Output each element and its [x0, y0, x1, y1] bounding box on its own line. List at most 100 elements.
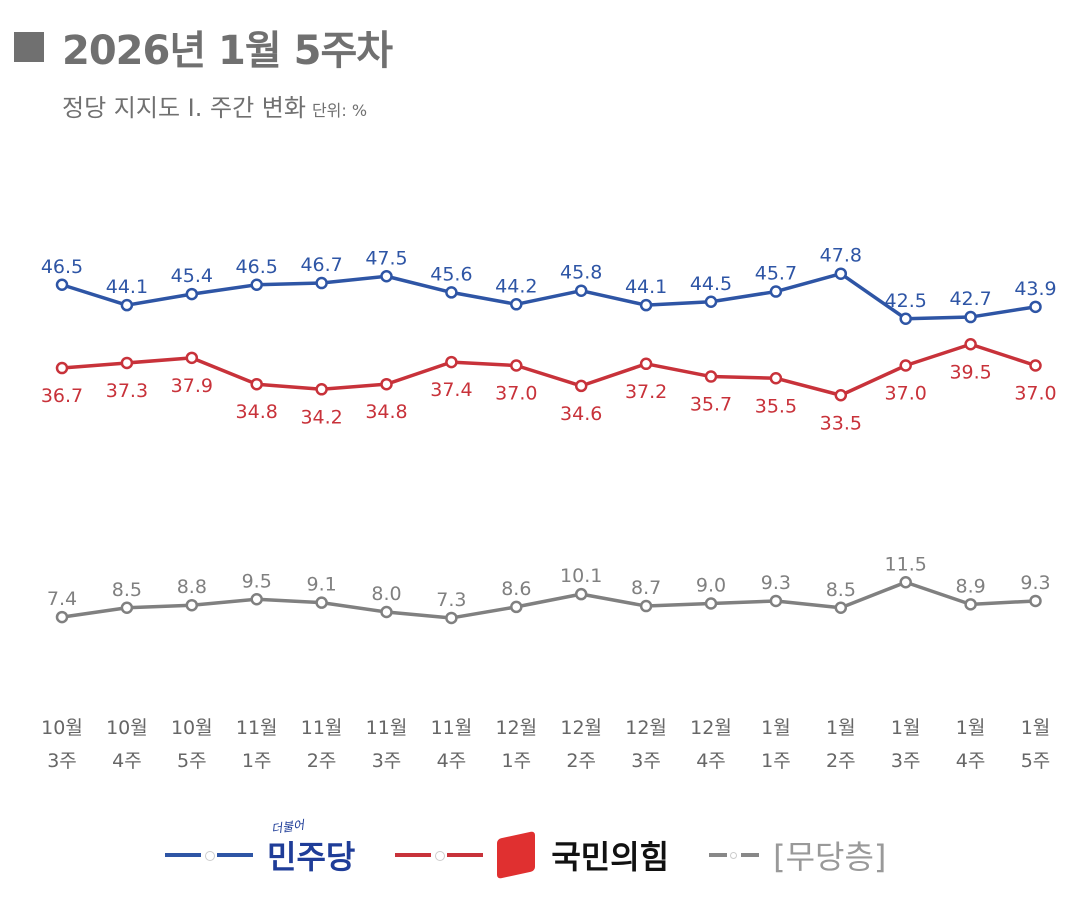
legend-line-icon: [395, 844, 484, 866]
data-point: [55, 610, 69, 624]
data-point: [120, 298, 134, 312]
x-tick-label: 12월: [690, 717, 732, 739]
data-label: 8.7: [631, 577, 661, 599]
data-point: [834, 389, 848, 402]
x-tick-label: 1주: [502, 750, 532, 772]
x-tick-label: 3주: [372, 750, 402, 772]
data-point: [510, 298, 523, 311]
data-point: [639, 599, 653, 613]
x-tick-label: 10월: [171, 717, 213, 739]
x-tick-label: 1월: [826, 717, 856, 739]
legend-logo-democratic: 더불어 민주당: [267, 818, 356, 878]
line-chart: 46.5 44.1 45.4 46.5 46.7 47.5 45.6 44.2 45.8 44.1…: [41, 245, 1057, 772]
data-label: 37.0: [495, 383, 537, 405]
legend-item-democratic: 더불어 민주당: [165, 818, 356, 878]
x-tick-label: 2주: [826, 750, 856, 772]
data-point: [574, 587, 588, 601]
data-label: 9.1: [306, 574, 336, 596]
subtitle-text: 정당 지지도 Ⅰ. 주간 변화: [62, 94, 306, 122]
data-point: [834, 267, 848, 280]
data-label: 44.5: [690, 273, 732, 295]
series-line: [61, 580, 1036, 620]
data-point: [1029, 359, 1042, 372]
data-label: 45.8: [560, 262, 602, 284]
x-tick-label: 1월: [956, 717, 986, 739]
x-tick-label: 3주: [891, 750, 921, 772]
data-label: 46.5: [41, 256, 83, 278]
data-label: 9.3: [1020, 572, 1050, 594]
data-point: [769, 285, 783, 298]
x-tick-label: 2주: [307, 750, 337, 772]
data-point: [834, 601, 848, 614]
x-tick-label: 5주: [1021, 750, 1051, 772]
data-point: [964, 598, 977, 611]
data-point: [704, 370, 718, 383]
data-point: [704, 597, 718, 610]
data-point: [964, 310, 977, 324]
data-point: [510, 359, 523, 372]
data-label: 35.5: [755, 395, 797, 417]
data-point: [315, 596, 328, 609]
x-tick-label: 11월: [366, 717, 408, 739]
data-label: 45.7: [755, 263, 797, 285]
data-point: [899, 359, 912, 372]
data-label: 37.2: [625, 381, 667, 403]
data-point: [315, 276, 328, 290]
data-label: 8.5: [112, 579, 142, 601]
data-point: [704, 295, 718, 308]
data-label: 7.3: [436, 589, 466, 611]
x-tick-label: 4주: [956, 750, 986, 772]
data-point: [639, 357, 653, 371]
data-label: 45.6: [430, 263, 472, 285]
page-title: 2026년 1월 5주차: [14, 18, 393, 76]
x-tick-label: 12월: [560, 717, 602, 739]
legend-logo-prefix: 더불어: [270, 817, 306, 837]
data-label: 7.4: [47, 588, 77, 610]
x-tick-label: 12월: [625, 717, 667, 739]
legend-label: 민주당: [267, 838, 356, 876]
data-point: [55, 278, 69, 291]
x-tick-label: 11월: [431, 717, 473, 739]
data-point: [574, 379, 588, 393]
legend-item-ppp: 국민의힘: [395, 830, 669, 880]
title-text: 2026년 1월 5주차: [62, 28, 393, 74]
legend-label: [무당층]: [773, 838, 887, 876]
data-point: [574, 284, 588, 297]
data-point: [315, 383, 328, 396]
data-point: [380, 605, 393, 619]
data-label: 9.5: [242, 570, 272, 592]
data-label: 46.7: [300, 254, 342, 276]
data-label: 47.5: [365, 247, 407, 269]
data-label: 10.1: [560, 565, 602, 587]
x-tick-label: 10월: [41, 717, 83, 739]
legend-item-independent: [무당층]: [709, 832, 886, 878]
data-point: [445, 286, 458, 299]
data-label: 44.1: [106, 276, 148, 298]
data-point: [380, 377, 393, 391]
data-label: 35.7: [690, 394, 732, 416]
series-line: [61, 342, 1037, 397]
data-point: [769, 594, 783, 608]
data-label: 43.9: [1014, 278, 1056, 300]
data-point: [120, 356, 134, 370]
subtitle: 정당 지지도 Ⅰ. 주간 변화 단위: %: [62, 88, 367, 123]
x-tick-label: 2주: [566, 750, 596, 772]
data-label: 45.4: [171, 265, 213, 287]
x-tick-label: 4주: [696, 750, 726, 772]
x-tick-label: 10월: [106, 717, 148, 739]
x-tick-label: 11월: [301, 717, 343, 739]
data-point: [1029, 594, 1042, 608]
data-point: [55, 361, 69, 375]
data-label: 42.5: [885, 290, 927, 312]
data-label: 9.3: [761, 572, 791, 594]
data-point: [964, 338, 977, 351]
data-point: [250, 377, 263, 391]
data-point: [120, 601, 134, 614]
data-label: 37.3: [106, 380, 148, 402]
data-point: [899, 312, 912, 325]
data-point: [639, 298, 653, 312]
data-label: 34.8: [365, 401, 407, 423]
data-label: 37.4: [430, 379, 472, 401]
data-label: 8.9: [955, 575, 985, 597]
data-point: [380, 270, 393, 283]
